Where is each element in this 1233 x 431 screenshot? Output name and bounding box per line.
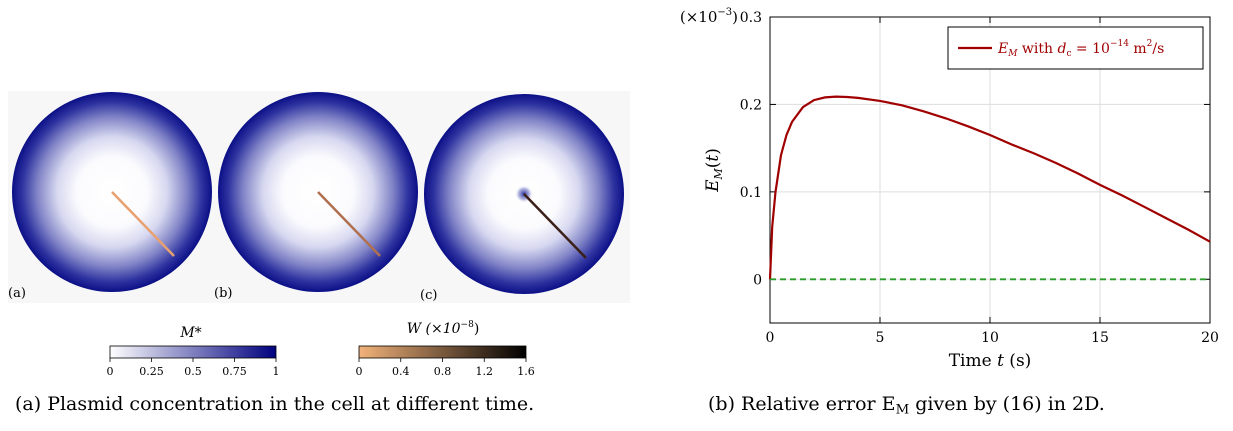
colorbar-tick-label: 0.75 [222, 365, 247, 378]
left-caption: (a) Plasmid concentration in the cell at… [15, 393, 535, 415]
plasmid-svg: (a) (b) (c) M* 0 0.25 0.5 0.75 1 W (×10−8) 0 0.… [8, 92, 624, 378]
cell-panel: (b) [214, 92, 418, 301]
colorbar-tick-label: 1.2 [476, 365, 494, 378]
legend-label: EM with dc = 10−14 m2/s [997, 39, 1164, 59]
x-tick-label: 0 [766, 330, 775, 346]
colorbar-m-title: M* [179, 325, 201, 341]
x-tick-label: 15 [1091, 330, 1109, 346]
colorbar-w-ticks: 0 0.4 0.8 1.2 1.6 [356, 358, 535, 378]
colorbar-tick-label: 1.6 [517, 365, 535, 378]
colorbar-tick-label: 0 [107, 365, 114, 378]
y-tick-label: 0.2 [740, 97, 762, 113]
x-tick-label: 10 [981, 330, 999, 346]
w-vector [523, 193, 587, 259]
x-tick-label: 5 [876, 330, 885, 346]
error-chart: 0 5 10 15 20 0 0.1 0.2 0.3(×10−3) Time t (s) EM(t)… [680, 7, 1219, 371]
cell-panel: (c) [420, 94, 624, 303]
colorbar-tick-label: 0.4 [392, 365, 410, 378]
colorbar-m: M* 0 0.25 0.5 0.75 1 [107, 325, 280, 378]
w-vector [111, 191, 175, 257]
y-axis-label: EM(t) [703, 148, 725, 193]
plasmid-figure: (a) (b) (c) M* 0 0.25 0.5 0.75 1 W (×10−8) 0 0.… [8, 92, 624, 415]
cell-panel: (a) [8, 92, 212, 301]
y-multiplier: (×10−3) [680, 7, 738, 26]
w-vector [317, 191, 381, 257]
series-group [768, 95, 1211, 281]
y-tick-label: 0.3 [740, 10, 762, 26]
colorbar-tick-label: 0.5 [184, 365, 202, 378]
x-tick-label: 20 [1201, 330, 1219, 346]
error-chart-panel: 0 5 10 15 20 0 0.1 0.2 0.3 (×10−3) Time t (s) EM(t)… [640, 0, 1233, 427]
colorbar-tick-label: 0.8 [434, 365, 452, 378]
colorbar-w-title: W (×10−8) [407, 320, 480, 337]
axes: 0 5 10 15 20 0 0.1 0.2 0.3(×10−3) Time t (s) EM(t) [680, 7, 1219, 371]
legend: EM with dc = 10−14 m2/s [947, 26, 1204, 70]
x-axis-label: Time t (s) [949, 351, 1032, 371]
right-caption: (b) Relative error EM given by (16) in 2… [708, 393, 1105, 418]
y-tick-label: 0.1 [740, 185, 762, 201]
colorbar-tick-label: 0 [356, 365, 363, 378]
y-tick-label: 0 [753, 272, 762, 288]
panel-label: (b) [214, 286, 232, 301]
colorbar-w: W (×10−8) 0 0.4 0.8 1.2 1.6 [356, 320, 535, 378]
cells-group: (a) (b) (c) [8, 92, 624, 303]
colorbar-m-ticks: 0 0.25 0.5 0.75 1 [107, 358, 280, 378]
colorbar-m-bar [109, 345, 277, 359]
colorbar-w-bar [358, 345, 527, 359]
panel-label: (a) [8, 286, 26, 301]
panel-label: (c) [420, 288, 437, 303]
colorbar-tick-label: 1 [273, 365, 280, 378]
colorbar-tick-label: 0.25 [139, 365, 164, 378]
error-curve [768, 95, 1211, 280]
